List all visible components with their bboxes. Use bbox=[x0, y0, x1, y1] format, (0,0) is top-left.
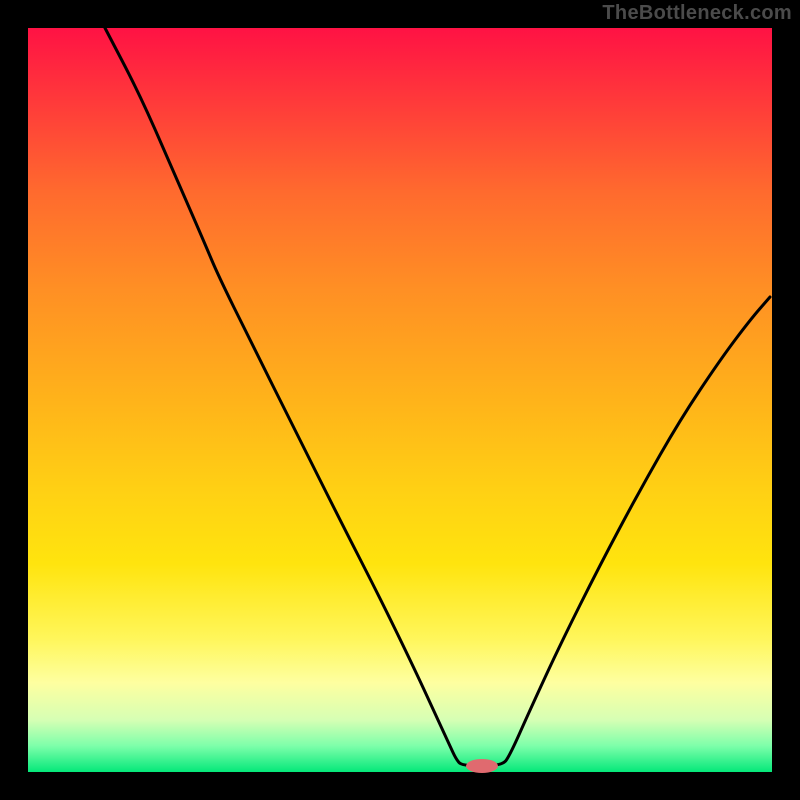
plot-background bbox=[28, 28, 772, 772]
chart-frame: TheBottleneck.com bbox=[0, 0, 800, 800]
watermark-text: TheBottleneck.com bbox=[602, 2, 792, 25]
bottleneck-chart bbox=[0, 0, 800, 800]
minimum-marker bbox=[466, 759, 498, 773]
